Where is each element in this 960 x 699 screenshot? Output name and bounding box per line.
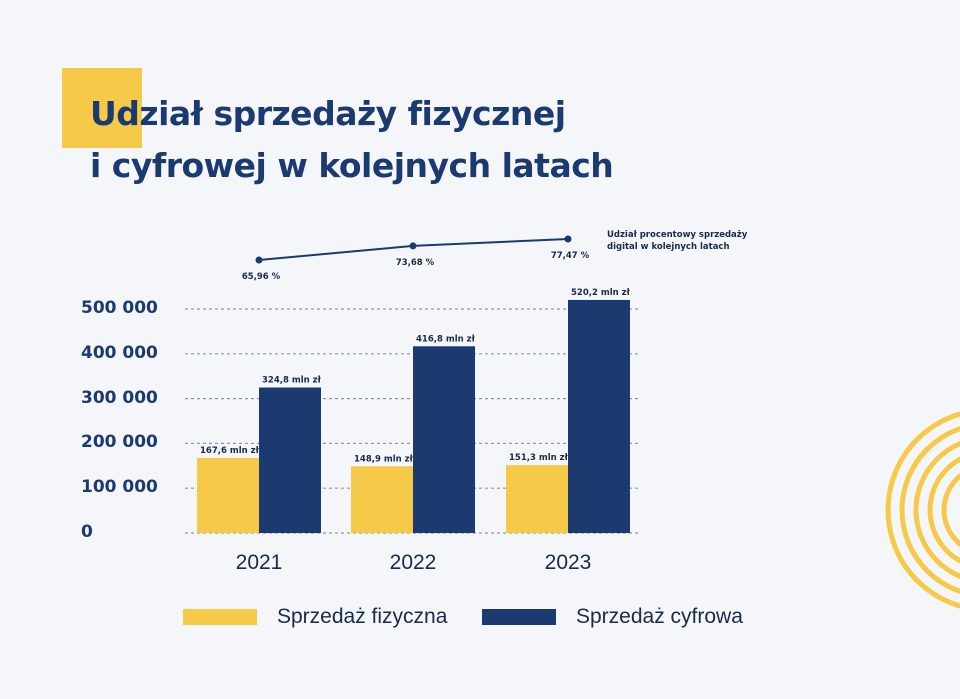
- y-tick-label-0: 0: [81, 522, 93, 542]
- percentage-point-2021: [255, 256, 263, 264]
- percentage-label-2021: 65,96 %: [242, 272, 281, 282]
- data-label-digital-2021: 324,8 mln zł: [262, 375, 322, 385]
- percentage-label-2023: 77,47 %: [551, 251, 590, 261]
- percentage-line: [258, 238, 569, 261]
- data-label-physical-2021: 167,6 mln zł: [200, 446, 260, 456]
- y-tick-label-1: 100 000: [81, 477, 158, 498]
- decorative-arc-3: [899, 426, 960, 594]
- bar-digital-2021: [259, 387, 321, 533]
- legend-item-physical: Sprzedaż fizyczna: [183, 605, 447, 629]
- line-series-caption: Udział procentowy sprzedaży digital w ko…: [607, 229, 767, 253]
- line-series-caption-line-2: digital w kolejnych latach: [607, 242, 730, 252]
- decorative-arc-2: [913, 440, 960, 580]
- percentage-label-2022: 73,68 %: [396, 258, 435, 268]
- bar-digital-2022: [413, 346, 475, 533]
- x-tick-label-2022: 2022: [390, 551, 437, 574]
- data-label-physical-2022: 148,9 mln zł: [354, 454, 414, 464]
- x-tick-label-2021: 2021: [236, 551, 283, 574]
- legend-label-digital: Sprzedaż cyfrowa: [576, 605, 743, 628]
- legend-swatch-physical: [183, 609, 257, 625]
- y-tick-label-2: 200 000: [81, 432, 158, 453]
- line-series-caption-line-1: Udział procentowy sprzedaży: [607, 230, 748, 240]
- y-tick-label-5: 500 000: [81, 298, 158, 318]
- bar-physical-2023: [506, 465, 568, 533]
- chart-title-line-1: Udział sprzedaży fizycznej: [90, 94, 566, 133]
- x-tick-label-2023: 2023: [545, 551, 592, 574]
- chart-title-line-2: i cyfrowej w kolejnych latach: [90, 146, 614, 185]
- decorative-arc-1: [927, 456, 960, 564]
- bar-physical-2021: [197, 457, 259, 533]
- bar-digital-2023: [568, 299, 630, 533]
- y-tick-label-4: 400 000: [81, 342, 158, 363]
- legend-swatch-digital: [482, 609, 556, 625]
- legend-label-physical: Sprzedaż fizyczna: [277, 605, 448, 628]
- title-accent-square: [62, 68, 142, 148]
- data-label-physical-2023: 151,3 mln zł: [509, 453, 569, 463]
- decorative-arc-4: [885, 411, 960, 609]
- bar-physical-2022: [351, 466, 413, 533]
- decorative-arcs: [885, 411, 960, 609]
- chart-title: Udział sprzedaży fizycznej i cyfrowej w …: [90, 88, 614, 192]
- percentage-point-2022: [409, 242, 417, 250]
- data-label-digital-2023: 520,2 mln zł: [571, 288, 631, 298]
- legend-item-digital: Sprzedaż cyfrowa: [482, 605, 743, 629]
- y-tick-label-3: 300 000: [81, 387, 158, 408]
- percentage-point-2023: [564, 235, 572, 243]
- data-label-digital-2022: 416,8 mln zł: [416, 334, 476, 344]
- decorative-arc-0: [941, 472, 960, 548]
